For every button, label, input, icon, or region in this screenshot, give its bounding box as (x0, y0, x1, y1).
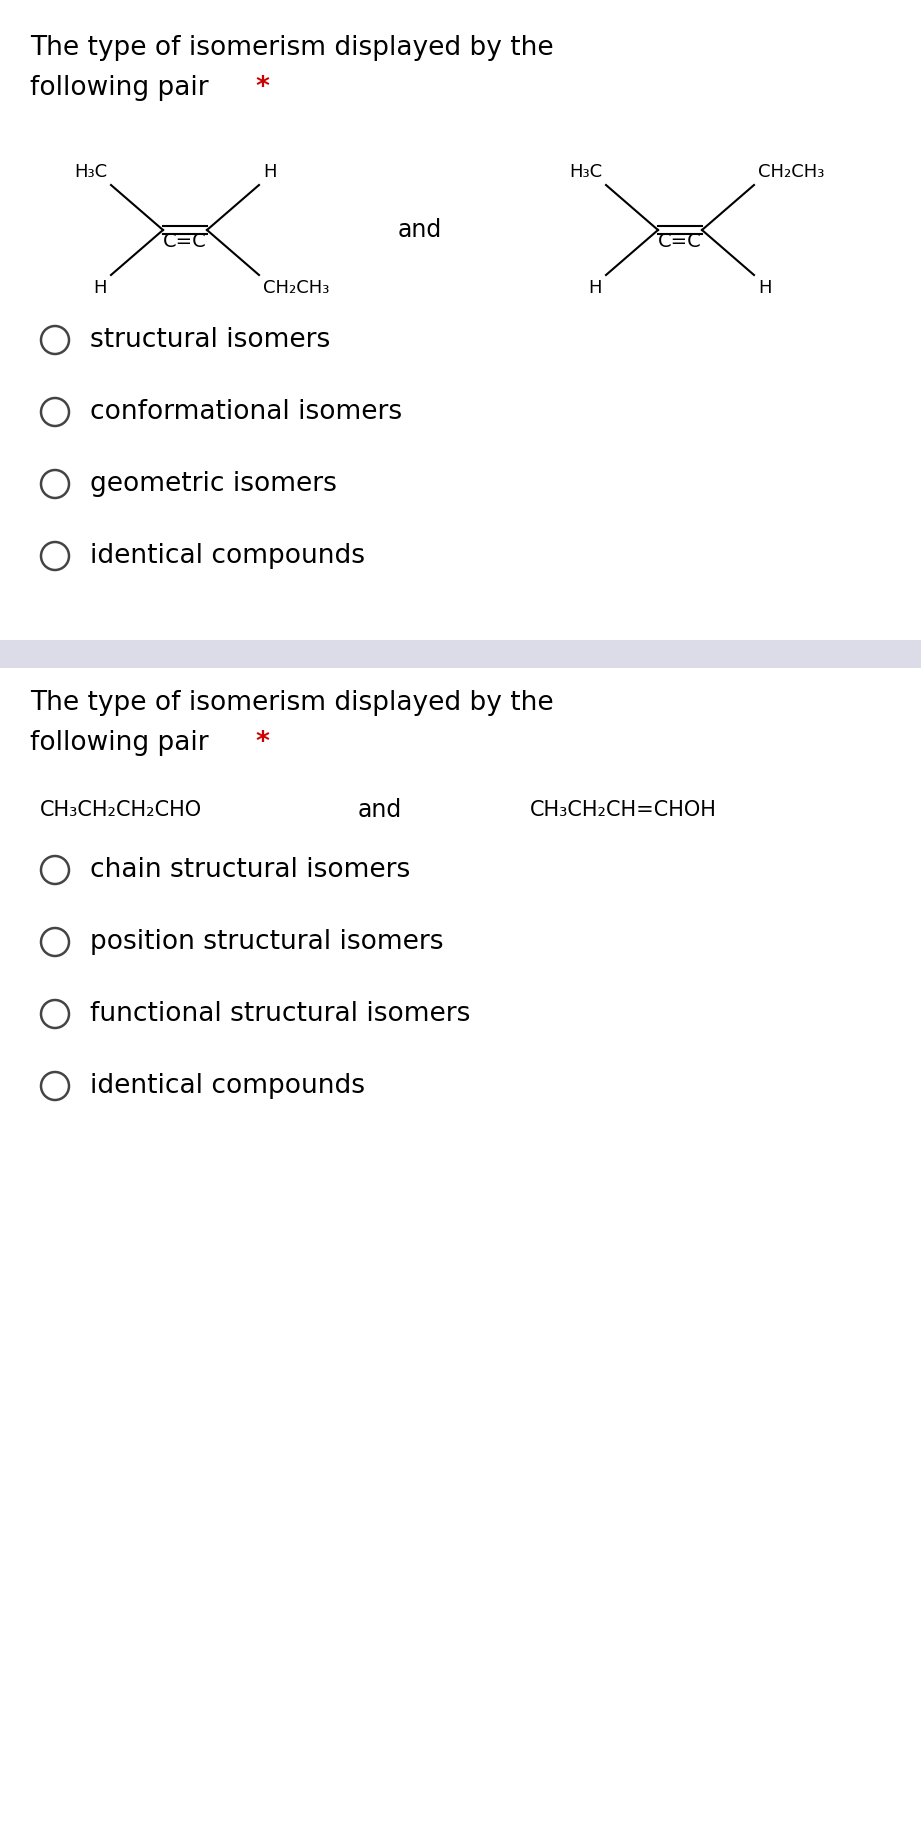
Text: conformational isomers: conformational isomers (90, 398, 402, 426)
Text: H: H (589, 278, 602, 297)
Text: identical compounds: identical compounds (90, 1073, 365, 1098)
Text: CH₂CH₃: CH₂CH₃ (263, 278, 330, 297)
Text: following pair: following pair (30, 76, 209, 101)
Bar (0, 640, 921, 667)
Text: C=C: C=C (659, 232, 702, 251)
Text: *: * (247, 730, 270, 756)
Text: and: and (398, 217, 442, 241)
Text: following pair: following pair (30, 730, 209, 756)
Text: *: * (247, 76, 270, 101)
Text: H₃C: H₃C (569, 162, 602, 181)
Text: H: H (758, 278, 772, 297)
Text: functional structural isomers: functional structural isomers (90, 1001, 471, 1027)
Text: chain structural isomers: chain structural isomers (90, 857, 410, 883)
Text: geometric isomers: geometric isomers (90, 472, 337, 498)
Text: and: and (358, 798, 402, 822)
Text: C=C: C=C (163, 232, 207, 251)
Text: CH₃CH₂CH₂CHO: CH₃CH₂CH₂CHO (40, 800, 202, 820)
Text: H: H (263, 162, 276, 181)
Text: CH₃CH₂CH=CHOH: CH₃CH₂CH=CHOH (530, 800, 717, 820)
Text: H₃C: H₃C (74, 162, 107, 181)
Text: CH₂CH₃: CH₂CH₃ (758, 162, 824, 181)
Text: The type of isomerism displayed by the: The type of isomerism displayed by the (30, 689, 554, 715)
Text: The type of isomerism displayed by the: The type of isomerism displayed by the (30, 35, 554, 61)
Text: structural isomers: structural isomers (90, 326, 331, 354)
Text: position structural isomers: position structural isomers (90, 929, 444, 955)
Text: H: H (94, 278, 107, 297)
Text: identical compounds: identical compounds (90, 544, 365, 569)
